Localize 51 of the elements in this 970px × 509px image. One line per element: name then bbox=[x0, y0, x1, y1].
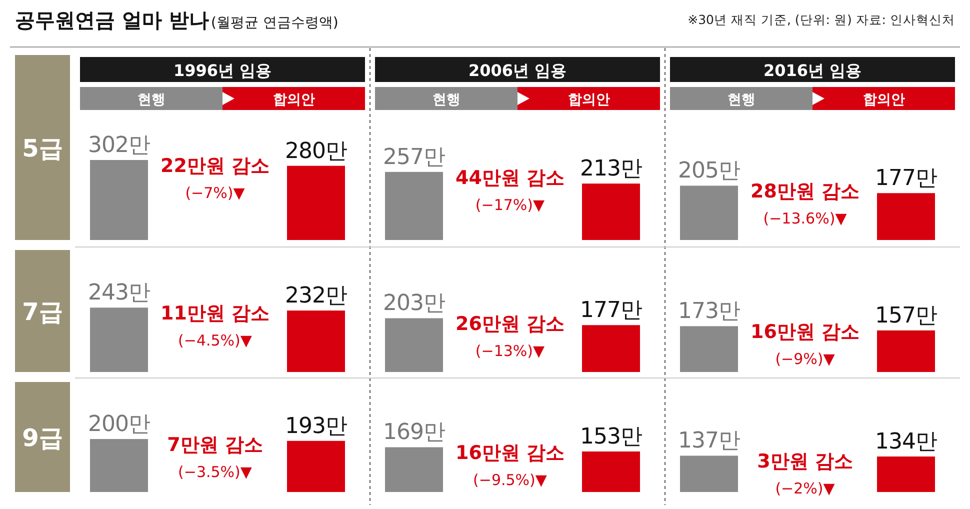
x-tick-label: 현행 bbox=[432, 92, 460, 108]
annotation: 26만원 감소 bbox=[455, 313, 565, 336]
data-label: 134만 bbox=[875, 430, 938, 455]
annotation: (−4.5%)▼ bbox=[178, 332, 252, 350]
data-label: 177만 bbox=[580, 298, 642, 324]
annotation: 16만원 감소 bbox=[750, 321, 860, 344]
x-tick-label: 현행 bbox=[137, 92, 166, 108]
data-label: 302만 bbox=[88, 133, 150, 158]
data-label: 257만 bbox=[383, 144, 446, 170]
annotation: 22만원 감소 bbox=[160, 155, 270, 177]
text: ※30년 재직 기준, (단위: 원) 자료: 인사혁신처 bbox=[688, 12, 955, 27]
annotation: (−9%)▼ bbox=[775, 350, 836, 368]
data-label: 205만 bbox=[678, 158, 740, 184]
annotation: (−13%)▼ bbox=[475, 342, 546, 360]
data-label: 177만 bbox=[875, 166, 938, 192]
y-axis-title: 7급 bbox=[22, 298, 63, 326]
x-tick-label: 합의안 bbox=[568, 92, 610, 108]
data-label: 203만 bbox=[383, 291, 446, 316]
data-label: 157만 bbox=[875, 303, 938, 328]
annotation: (−9.5%)▼ bbox=[473, 471, 548, 490]
data-label: 169만 bbox=[383, 420, 446, 446]
annotation: 28만원 감소 bbox=[750, 180, 860, 203]
data-label: 213만 bbox=[580, 156, 642, 182]
x-tick-label: 합의안 bbox=[862, 92, 905, 108]
data-label: 137만 bbox=[678, 428, 740, 454]
data-label: 153만 bbox=[580, 424, 642, 450]
annotation: 7만원 감소 bbox=[167, 434, 263, 456]
y-axis-title: 5급 bbox=[22, 134, 63, 162]
annotation: 11만원 감소 bbox=[160, 302, 270, 325]
text: (월평균 연금수령액) bbox=[210, 15, 338, 31]
data-label: 232만 bbox=[285, 284, 348, 309]
annotation: (−13.6%)▼ bbox=[763, 210, 848, 228]
chart-title: 2006년 임용 bbox=[468, 61, 567, 80]
annotation: 44만원 감소 bbox=[455, 166, 565, 189]
annotation: 3만원 감소 bbox=[757, 450, 853, 473]
chart-title: 1996년 임용 bbox=[173, 61, 272, 80]
x-tick-label: 현행 bbox=[727, 92, 756, 108]
data-label: 173만 bbox=[678, 299, 740, 324]
chart-title: 2016년 임용 bbox=[763, 61, 862, 80]
annotation: (−17%)▼ bbox=[475, 196, 546, 214]
data-label: 193만 bbox=[285, 414, 348, 439]
text: 공무원연금 얼마 받나 bbox=[15, 8, 209, 32]
annotation: (−3.5%)▼ bbox=[178, 463, 252, 482]
data-label: 280만 bbox=[285, 138, 348, 164]
y-axis-title: 9급 bbox=[22, 424, 63, 452]
annotation: 16만원 감소 bbox=[455, 442, 565, 464]
data-label: 243만 bbox=[88, 280, 150, 306]
annotation: (−7%)▼ bbox=[185, 184, 246, 202]
data-label: 200만 bbox=[88, 412, 150, 438]
x-tick-label: 합의안 bbox=[272, 92, 315, 108]
annotation: (−2%)▼ bbox=[775, 480, 836, 498]
